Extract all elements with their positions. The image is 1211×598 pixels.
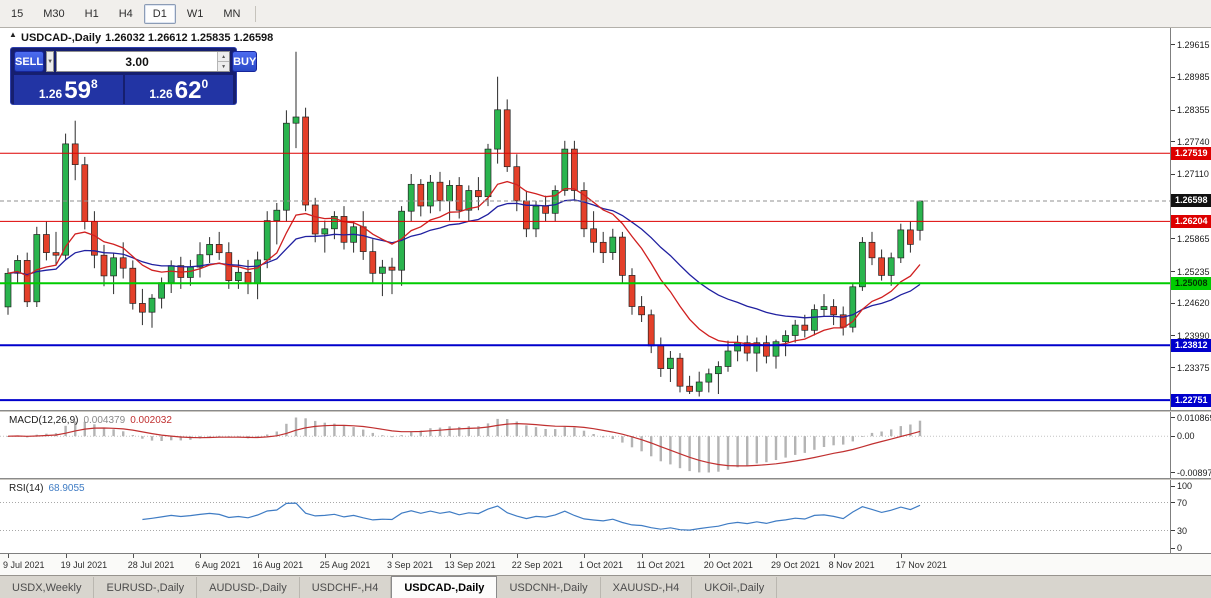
pane-separator[interactable] xyxy=(0,410,1211,412)
price-tick-label: 1.27110 xyxy=(1177,169,1209,180)
toolbar-separator xyxy=(255,5,257,22)
price-tick-label: 1.29615 xyxy=(1177,39,1210,50)
date-label: 13 Sep 2021 xyxy=(444,560,496,570)
date-label: 29 Oct 2021 xyxy=(771,560,821,570)
macd-tick-label: -0.008974 xyxy=(1177,467,1211,478)
tab-usdcad-daily[interactable]: USDCAD-,Daily xyxy=(391,576,498,598)
timeframe-button-h4[interactable]: H4 xyxy=(118,7,133,20)
trade-controls-row: SELL ▼ ▲ ▼ BUY xyxy=(14,51,258,72)
symbol-name: USDCAD-,Daily xyxy=(21,32,102,44)
price-axis[interactable]: 1.29615 1.28985 1.28355 1.27740 1.27110 1.258… xyxy=(1170,28,1211,553)
macd-pane[interactable] xyxy=(0,412,1170,478)
date-label: 28 Jul 2021 xyxy=(127,560,175,570)
one-click-trading-panel: SELL ▼ ▲ ▼ BUY 1.26 59 8 1.2 xyxy=(10,47,258,105)
tab-eurusd-daily[interactable]: EURUSD-,Daily xyxy=(94,576,198,598)
date-label: 9 Jul 2021 xyxy=(3,560,45,570)
sell-price-prefix: 1.26 xyxy=(38,87,63,101)
price-tick-label: 1.24620 xyxy=(1177,298,1210,309)
date-label: 16 Aug 2021 xyxy=(252,560,304,570)
volume-input[interactable] xyxy=(57,52,218,71)
volume-stepper: ▲ ▼ xyxy=(56,51,231,72)
sell-price-big: 59 xyxy=(64,77,91,104)
sell-button[interactable]: SELL xyxy=(14,51,45,72)
macd-name: MACD(12,26,9) xyxy=(9,415,79,426)
one-click-trading-toggle-icon[interactable]: ▲ xyxy=(9,30,17,39)
tab-audusd-daily[interactable]: AUDUSD-,Daily xyxy=(197,576,300,598)
rsi-label: RSI(14) 68.9055 xyxy=(9,483,85,494)
price-tick-label: 1.27740 xyxy=(1177,136,1210,147)
volume-decrease-button[interactable]: ▼ xyxy=(218,62,230,71)
price-badge: 1.26204 xyxy=(1171,214,1211,228)
rsi-tick-label: 30 xyxy=(1177,525,1188,536)
timeframe-button-h1[interactable]: H1 xyxy=(84,7,99,20)
date-label: 17 Nov 2021 xyxy=(895,560,947,570)
date-label: 8 Nov 2021 xyxy=(828,560,875,570)
chart-tab-bar: USDX,Weekly EURUSD-,Daily AUDUSD-,Daily USD… xyxy=(0,575,1211,598)
sell-price-sup: 8 xyxy=(90,77,98,91)
price-badge: 1.23812 xyxy=(1171,338,1211,352)
volume-increase-button[interactable]: ▲ xyxy=(218,52,230,62)
buy-button[interactable]: BUY xyxy=(232,51,258,72)
price-badge: 1.25008 xyxy=(1171,276,1211,290)
price-tick-label: 1.23990 xyxy=(1177,330,1210,341)
macd-tick-label: 0.00 xyxy=(1177,431,1195,442)
timeframe-toolbar: 15 M30 H1 H4 D1 W1 MN xyxy=(0,0,1211,28)
timeframe-button-m30[interactable]: M30 xyxy=(43,7,65,20)
chart-window[interactable]: ▲ USDCAD-,Daily 1.26032 1.26612 1.25835 1… xyxy=(0,28,1170,410)
tab-usdcnh-daily[interactable]: USDCNH-,Daily xyxy=(497,576,601,598)
macd-tick-label: 0.010869 xyxy=(1177,412,1211,423)
date-label: 19 Jul 2021 xyxy=(60,560,108,570)
date-label: 1 Oct 2021 xyxy=(579,560,624,570)
tab-ukoil-daily[interactable]: UKOil-,Daily xyxy=(692,576,778,598)
volume-spin-buttons: ▲ ▼ xyxy=(217,52,230,71)
sell-price-display[interactable]: 1.26 59 8 xyxy=(14,75,123,104)
price-tick-label: 1.25235 xyxy=(1177,266,1210,277)
rsi-value: 68.9055 xyxy=(48,483,85,494)
timeframe-button-d1[interactable]: D1 xyxy=(143,3,176,24)
price-badge: 1.22751 xyxy=(1171,393,1211,407)
chart-symbol-label: USDCAD-,Daily 1.26032 1.26612 1.25835 1.2… xyxy=(21,32,277,44)
price-tick-label: 1.28985 xyxy=(1177,72,1210,83)
date-label: 3 Sep 2021 xyxy=(387,560,434,570)
rsi-pane[interactable] xyxy=(0,480,1170,553)
pane-separator[interactable] xyxy=(0,478,1211,480)
rsi-name: RSI(14) xyxy=(9,483,44,494)
date-label: 11 Oct 2021 xyxy=(636,560,685,570)
buy-price-sup: 0 xyxy=(201,77,209,91)
macd-signal-value: 0.002032 xyxy=(130,415,172,426)
buy-price-prefix: 1.26 xyxy=(149,87,173,101)
price-badge: 1.26598 xyxy=(1171,194,1211,208)
buy-price-big: 62 xyxy=(174,77,202,104)
timeframe-button-w1[interactable]: W1 xyxy=(186,7,204,20)
tab-usdx-weekly[interactable]: USDX,Weekly xyxy=(0,576,95,598)
volume-dropdown-button[interactable]: ▼ xyxy=(46,51,55,72)
date-label: 6 Aug 2021 xyxy=(195,560,241,570)
date-label: 25 Aug 2021 xyxy=(319,560,371,570)
tab-usdchf-h4[interactable]: USDCHF-,H4 xyxy=(300,576,392,598)
price-tick-label: 1.28355 xyxy=(1177,105,1210,116)
price-tick-label: 1.25865 xyxy=(1177,233,1210,244)
timeframe-button-15[interactable]: 15 xyxy=(11,7,24,20)
rsi-tick-label: 0 xyxy=(1177,543,1183,553)
tab-xauusd-h4[interactable]: XAUUSD-,H4 xyxy=(601,576,693,598)
time-axis[interactable]: 9 Jul 2021 19 Jul 2021 28 Jul 2021 6 Aug 20… xyxy=(0,553,1211,575)
price-badge: 1.27519 xyxy=(1171,146,1211,160)
rsi-tick-label: 70 xyxy=(1177,497,1188,508)
date-label: 20 Oct 2021 xyxy=(703,560,753,570)
macd-label: MACD(12,26,9) 0.004379 0.002032 xyxy=(9,415,172,426)
trade-prices-row: 1.26 59 8 1.26 62 0 xyxy=(14,75,233,104)
macd-main-value: 0.004379 xyxy=(83,415,126,426)
rsi-tick-label: 100 xyxy=(1177,481,1193,491)
timeframe-button-mn[interactable]: MN xyxy=(223,7,241,20)
chart-ohlc-values: 1.26032 1.26612 1.25835 1.26598 xyxy=(105,32,274,44)
chevron-down-icon: ▼ xyxy=(47,58,54,65)
buy-price-display[interactable]: 1.26 62 0 xyxy=(124,75,233,104)
price-tick-label: 1.23375 xyxy=(1177,362,1210,373)
date-label: 22 Sep 2021 xyxy=(511,560,563,570)
